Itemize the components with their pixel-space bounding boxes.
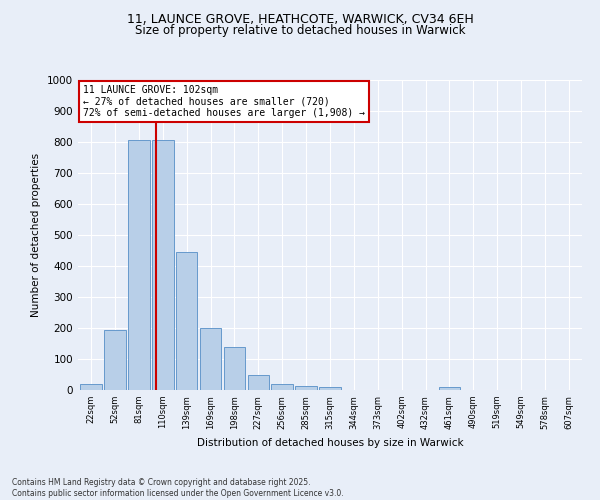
Bar bbox=[152, 140, 173, 390]
Text: Contains HM Land Registry data © Crown copyright and database right 2025.
Contai: Contains HM Land Registry data © Crown c… bbox=[12, 478, 344, 498]
Text: 11, LAUNCE GROVE, HEATHCOTE, WARWICK, CV34 6EH: 11, LAUNCE GROVE, HEATHCOTE, WARWICK, CV… bbox=[127, 12, 473, 26]
Bar bbox=[295, 386, 317, 390]
Bar bbox=[248, 374, 269, 390]
Y-axis label: Number of detached properties: Number of detached properties bbox=[31, 153, 41, 317]
Bar bbox=[80, 384, 102, 390]
Bar bbox=[271, 384, 293, 390]
Bar bbox=[176, 252, 197, 390]
Bar bbox=[224, 346, 245, 390]
Text: Size of property relative to detached houses in Warwick: Size of property relative to detached ho… bbox=[135, 24, 465, 37]
Text: 11 LAUNCE GROVE: 102sqm
← 27% of detached houses are smaller (720)
72% of semi-d: 11 LAUNCE GROVE: 102sqm ← 27% of detache… bbox=[83, 84, 365, 118]
Bar bbox=[319, 387, 341, 390]
Bar bbox=[128, 140, 149, 390]
Bar bbox=[200, 328, 221, 390]
Text: Distribution of detached houses by size in Warwick: Distribution of detached houses by size … bbox=[197, 438, 463, 448]
Bar bbox=[439, 387, 460, 390]
Bar bbox=[104, 330, 126, 390]
